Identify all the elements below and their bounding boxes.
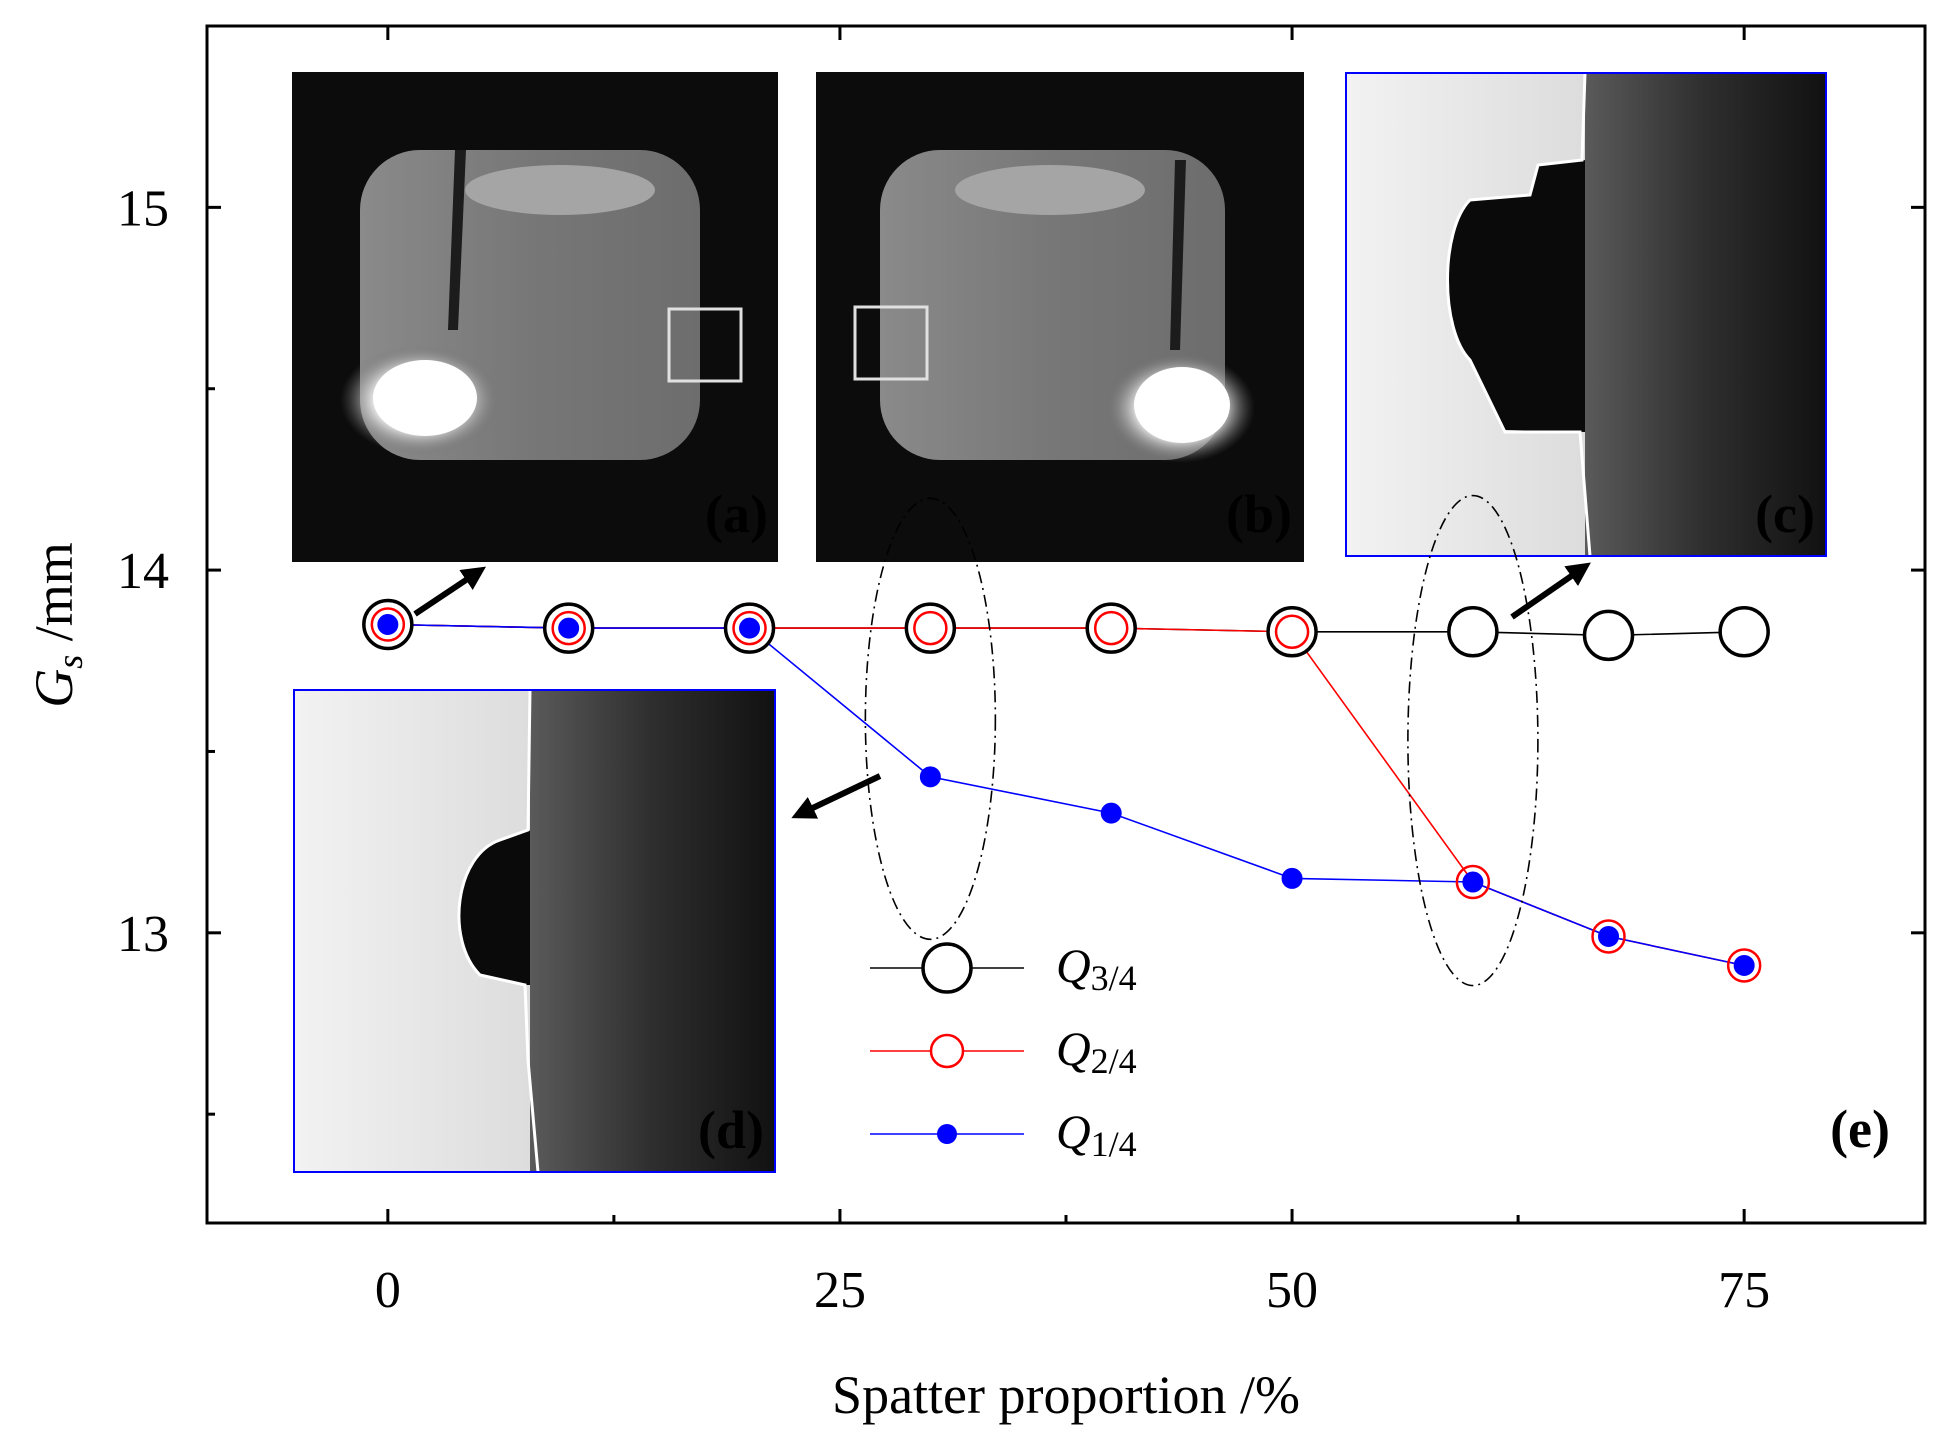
q14-marker <box>1598 925 1620 947</box>
panel-label-a: (a) <box>705 484 768 544</box>
x-tick-label: 75 <box>1718 1262 1770 1319</box>
legend-marker <box>929 1033 965 1069</box>
x-tick-label: 0 <box>375 1262 401 1319</box>
y-axis-title: Gs /mm <box>24 542 90 708</box>
inset-c: (c) <box>1345 72 1827 557</box>
q34-marker <box>1447 606 1499 658</box>
panel-label-c: (c) <box>1755 484 1815 544</box>
legend-label: Q3/4 <box>1056 940 1137 998</box>
highlight-ellipse <box>864 497 997 941</box>
y-axis-subscript: s <box>50 655 90 669</box>
panel-label-b: (b) <box>1226 484 1292 544</box>
inset-b: (b) <box>816 72 1304 562</box>
legend-label: Q2/4 <box>1056 1023 1137 1081</box>
arrow-to-inset-d <box>791 773 882 819</box>
q24-marker <box>1726 948 1762 983</box>
legend-marker <box>937 1124 957 1144</box>
x-tick-label: 50 <box>1266 1262 1318 1319</box>
legend-label: Q1/4 <box>1056 1106 1137 1164</box>
q34-marker <box>1582 609 1635 662</box>
y-tick-label: 13 <box>117 906 169 963</box>
legend: Q3/4 Q2/4 Q1/4 <box>870 940 1137 1164</box>
highlight-layer <box>864 494 1539 987</box>
q24-marker <box>370 607 406 642</box>
inset-a-box <box>667 307 743 383</box>
q24-marker <box>1274 614 1310 650</box>
x-tick-label: 25 <box>814 1262 866 1319</box>
q34-marker <box>1718 606 1770 658</box>
panel-label-d: (d) <box>698 1100 764 1160</box>
q14-marker <box>1281 867 1303 889</box>
legend-marker <box>921 942 973 994</box>
inset-d: (d) <box>293 689 776 1173</box>
q14-marker <box>919 766 941 788</box>
q14-marker <box>739 617 761 639</box>
q14-marker <box>377 614 399 635</box>
q24-marker <box>1455 864 1491 900</box>
q14-marker <box>1462 871 1484 893</box>
q14-marker <box>1733 954 1755 976</box>
y-tick-label: 15 <box>117 180 169 237</box>
highlight-ellipse <box>1407 494 1539 987</box>
q24-marker <box>551 610 586 646</box>
axis-ticks: 0 25 50 75 13 14 15 <box>117 24 1925 1319</box>
y-axis-unit: /mm <box>24 542 84 655</box>
inset-a: (a) <box>292 72 778 562</box>
q24-marker <box>732 610 767 646</box>
q14-marker <box>1100 802 1122 824</box>
q14-marker <box>558 617 580 639</box>
panel-label-e: (e) <box>1830 1099 1890 1159</box>
q24-marker <box>1093 610 1129 646</box>
q24-marker <box>913 610 948 646</box>
y-axis-symbol: G <box>24 669 84 708</box>
x-axis-title: Spatter proportion /% <box>832 1365 1300 1425</box>
y-tick-label: 14 <box>117 543 169 600</box>
q24-marker <box>1591 919 1626 954</box>
series-layer <box>362 598 1770 983</box>
arrow-to-inset-c <box>1510 562 1591 620</box>
inset-b-box <box>853 305 929 381</box>
arrow-to-inset-a <box>413 566 486 617</box>
